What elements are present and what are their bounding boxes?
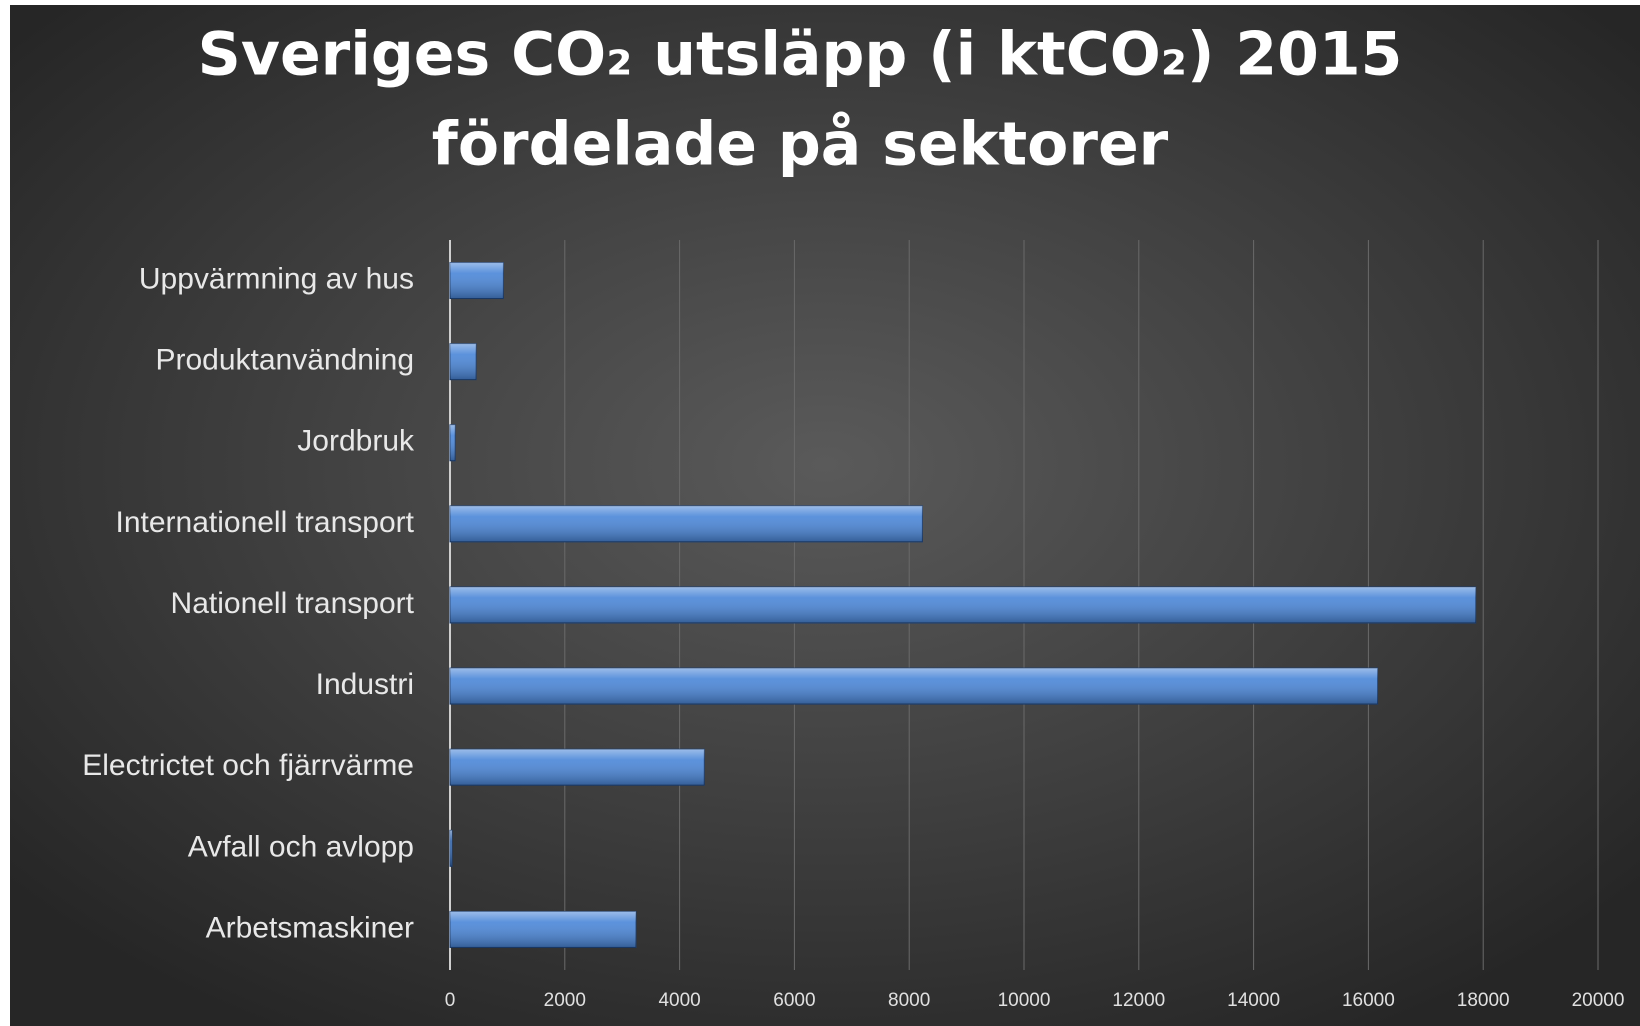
y-tick-label: Nationell transport [171, 587, 415, 620]
bar [449, 829, 453, 867]
x-tick-label: 12000 [1112, 990, 1165, 1011]
bar [449, 667, 1379, 705]
x-tick-label: 0 [445, 990, 456, 1011]
x-tick-label: 14000 [1227, 990, 1280, 1011]
x-tick-label: 20000 [1572, 990, 1625, 1011]
y-tick-label: Arbetsmaskiner [206, 911, 414, 944]
bar [449, 505, 923, 543]
x-tick-label: 2000 [544, 990, 586, 1011]
x-tick-label: 16000 [1342, 990, 1395, 1011]
x-tick-label: 18000 [1457, 990, 1510, 1011]
y-tick-label: Avfall och avlopp [188, 830, 414, 863]
bar [449, 748, 705, 786]
bar [449, 586, 1477, 624]
x-tick-label: 4000 [658, 990, 700, 1011]
chart-title: fördelade på sektorer [432, 110, 1169, 180]
bar [449, 910, 637, 948]
bar [449, 262, 504, 300]
chart-title: Sveriges CO₂ utsläpp (i ktCO₂) 2015 [198, 20, 1403, 90]
x-tick-label: 8000 [888, 990, 930, 1011]
y-tick-label: Electrictet och fjärrvärme [82, 749, 414, 782]
y-tick-label: Jordbruk [297, 425, 415, 458]
y-tick-label: Produktanvändning [155, 344, 414, 377]
y-tick-label: Internationell transport [115, 506, 414, 539]
y-tick-label: Industri [316, 668, 414, 701]
x-tick-label: 6000 [773, 990, 815, 1011]
x-tick-label: 10000 [998, 990, 1051, 1011]
bar [449, 343, 477, 381]
y-tick-label: Uppvärmning av hus [139, 262, 414, 295]
bar [449, 424, 456, 462]
